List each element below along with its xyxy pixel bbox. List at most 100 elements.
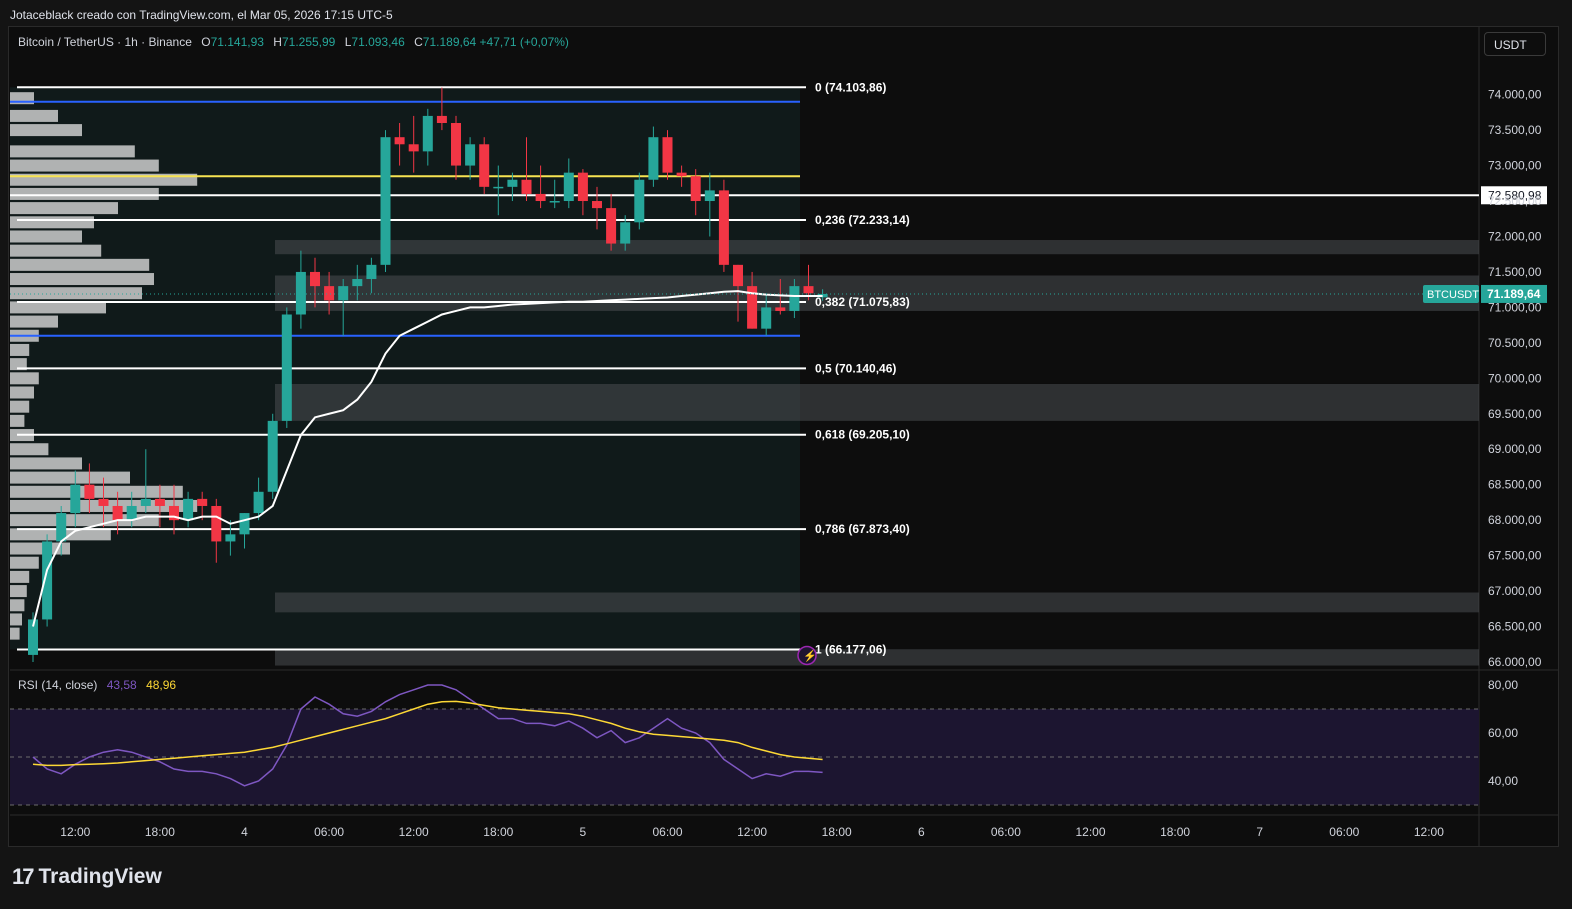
candle-body	[366, 264, 377, 280]
time-tick-label: 12:00	[60, 825, 90, 839]
candle-body	[112, 505, 123, 521]
volume-profile-bar	[10, 471, 130, 484]
volume-profile-bar	[10, 613, 22, 626]
tradingview-brand[interactable]: 17 TradingView	[12, 864, 162, 890]
candle-body	[126, 505, 137, 521]
zone-rect	[275, 592, 1479, 613]
rsi-name[interactable]: RSI (14, close)	[18, 678, 98, 692]
volume-profile-bar	[10, 372, 39, 385]
candle-body	[380, 137, 391, 265]
candle-body	[747, 286, 758, 329]
symbol-legend: Bitcoin / TetherUS · 1h · Binance O71.14…	[18, 35, 569, 49]
rsi-value: 43,58	[106, 678, 137, 692]
volume-profile-bar	[10, 187, 159, 200]
rsi-ma-value: 48,96	[146, 678, 177, 692]
candle-body	[211, 505, 222, 542]
close-value: 71.189,64	[422, 35, 477, 49]
candle-body	[535, 193, 546, 202]
zone-rect	[275, 275, 1479, 311]
candle-body	[98, 498, 109, 506]
symbol-badge-label: BTCUSDT	[1427, 289, 1479, 301]
rsi-tick-label: 40,00	[1488, 774, 1518, 788]
symbol-name[interactable]: Bitcoin / TetherUS · 1h · Binance	[18, 35, 192, 49]
candle-body	[507, 179, 518, 187]
price-line-badge	[1481, 186, 1547, 205]
price-tick-label: 66.000,00	[1488, 655, 1542, 669]
rsi-tick-label: 60,00	[1488, 726, 1518, 740]
price-tick-label: 67.500,00	[1488, 549, 1542, 563]
price-tick-label: 74.000,00	[1488, 88, 1542, 102]
volume-profile-bar	[10, 485, 183, 498]
current-price-label: 71.189,64	[1487, 287, 1541, 301]
price-tick-label: 66.500,00	[1488, 620, 1542, 634]
candle-body	[690, 176, 701, 202]
candle-body	[281, 314, 292, 421]
currency-button[interactable]: USDT	[1484, 32, 1546, 56]
price-tick-label: 67.000,00	[1488, 584, 1542, 598]
time-tick-label: 06:00	[991, 825, 1021, 839]
time-tick-label: 18:00	[145, 825, 175, 839]
price-tick-label: 69.500,00	[1488, 407, 1542, 421]
price-tick-label: 73.000,00	[1488, 159, 1542, 173]
time-tick-label: 12:00	[737, 825, 767, 839]
candle-body	[183, 498, 194, 521]
chart-credit: Jotaceblack creado con TradingView.com, …	[10, 8, 393, 22]
candle-body	[394, 137, 405, 145]
volume-profile-bar	[10, 124, 82, 137]
time-tick-label: 06:00	[652, 825, 682, 839]
volume-profile-bar	[10, 301, 106, 314]
volume-profile-bar	[10, 258, 150, 271]
candle-body	[253, 491, 264, 514]
candle-body	[169, 505, 179, 521]
candle-body	[789, 286, 800, 311]
candle-body	[56, 513, 67, 542]
candle-body	[267, 420, 278, 492]
fib-level-label: 0,236 (72.233,14)	[815, 213, 910, 227]
candle-body	[239, 513, 250, 535]
rsi-line	[32, 684, 823, 787]
time-tick-label: 18:00	[483, 825, 513, 839]
candle-body	[310, 271, 320, 287]
rsi-ma-line	[32, 700, 823, 767]
candle-body	[803, 286, 814, 294]
fib-level-label: 1 (66.177,06)	[815, 642, 886, 656]
time-tick-label: 06:00	[1329, 825, 1359, 839]
volume-profile-bar	[10, 570, 30, 583]
time-tick-label: 12:00	[1414, 825, 1444, 839]
candle-body	[197, 498, 208, 506]
volume-profile-bar	[10, 585, 27, 598]
time-tick-label: 4	[241, 825, 248, 839]
price-tick-label: 71.000,00	[1488, 300, 1542, 314]
candle-body	[704, 190, 715, 202]
time-tick-label: 18:00	[822, 825, 852, 839]
volume-profile-bar	[10, 216, 94, 229]
price-tick-label: 68.000,00	[1488, 513, 1542, 527]
volume-profile-bar	[10, 109, 58, 122]
alert-bolt-icon	[797, 645, 817, 666]
candle-body	[465, 144, 476, 166]
candle-body	[577, 172, 588, 202]
candle-body	[28, 619, 38, 655]
time-tick-label: 5	[580, 825, 587, 839]
time-tick-label: 12:00	[1075, 825, 1105, 839]
volume-profile-bar	[10, 343, 30, 356]
volume-profile-bar	[10, 358, 27, 371]
open-value: 71.141,93	[210, 35, 264, 49]
price-tick-label: 72.000,00	[1488, 229, 1542, 243]
candle-body	[422, 115, 433, 152]
volume-profile-bar	[10, 202, 118, 215]
change-value: +47,71 (+0,07%)	[479, 35, 569, 49]
candle-body	[676, 172, 687, 177]
volume-profile-bar	[10, 542, 70, 555]
price-tick-label: 70.500,00	[1488, 336, 1542, 350]
time-tick-label: 6	[918, 825, 925, 839]
candle-body	[563, 172, 574, 202]
candle-body	[225, 534, 236, 542]
time-tick-label: 18:00	[1160, 825, 1190, 839]
candle-body	[70, 484, 81, 514]
volume-profile-bar	[10, 244, 102, 257]
candle-body	[775, 307, 786, 311]
candle-body	[761, 307, 772, 329]
volume-profile-bar	[10, 159, 159, 172]
